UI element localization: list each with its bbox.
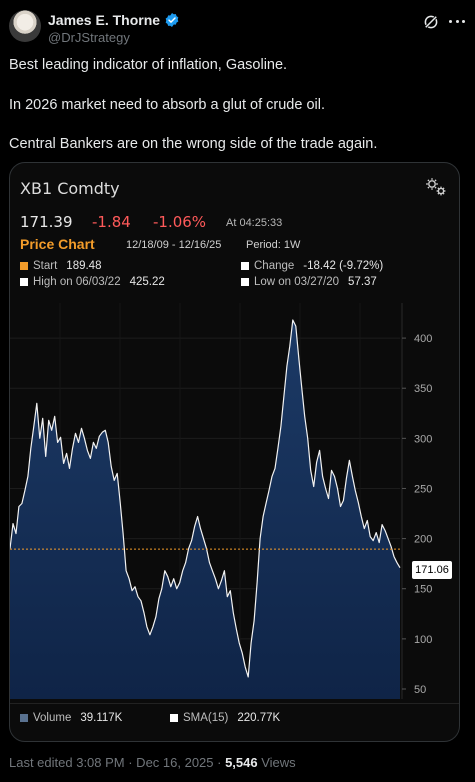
price-chart-label: Price Chart — [20, 236, 95, 252]
grok-icon[interactable] — [422, 13, 440, 31]
sma-label: SMA(15) — [183, 712, 229, 724]
volume-divider — [10, 703, 459, 704]
author-handle[interactable]: @DrJStrategy — [48, 30, 130, 45]
views-count: 5,546 — [225, 755, 258, 770]
quote-time: At 04:25:33 — [226, 217, 283, 229]
y-tick-label: 350 — [414, 383, 432, 395]
y-tick-label: 200 — [414, 534, 432, 546]
last-price-tag: 171.06 — [412, 561, 452, 579]
sma-stat: SMA(15) 220.77K — [170, 712, 280, 724]
tweet-text-line-1: Best leading indicator of inflation, Gas… — [9, 57, 288, 73]
low-marker-icon — [241, 278, 249, 286]
author-row: James E. Thorne — [48, 12, 180, 28]
change-marker-icon — [241, 262, 249, 270]
price-line — [10, 319, 401, 678]
start-label: Start — [33, 260, 58, 272]
price-chart: 50 100 150 200 250 300 350 400 — [10, 303, 459, 704]
start-stat: Start 189.48 — [20, 260, 101, 272]
low-label: Low on 03/27/20 — [254, 276, 340, 288]
author-name[interactable]: James E. Thorne — [48, 12, 161, 28]
start-value: 189.48 — [66, 260, 102, 272]
volume-label: Volume — [33, 712, 72, 724]
y-tick-label: 100 — [414, 634, 432, 646]
chart-image-card[interactable]: 50 100 150 200 250 300 350 400 XB1 Comdty 171.3… — [9, 162, 460, 742]
high-marker-icon — [20, 278, 28, 286]
price-change: -1.84 — [92, 213, 131, 231]
sma-value: 220.77K — [237, 712, 281, 724]
y-tick-label: 50 — [414, 684, 426, 696]
last-price: 171.39 — [20, 213, 73, 231]
change-value: -18.42 (-9.72%) — [303, 260, 384, 272]
tweet-meta: Last edited 3:08 PM · Dec 16, 2025 · 5,5… — [9, 755, 296, 770]
change-stat: Change -18.42 (-9.72%) — [241, 260, 383, 272]
y-tick-label: 150 — [414, 584, 432, 596]
high-stat: High on 06/03/22 425.22 — [20, 276, 165, 288]
settings-gear-icon — [426, 178, 446, 196]
start-marker-icon — [20, 262, 28, 270]
period-label: Period: 1W — [246, 239, 301, 251]
views-label: Views — [257, 755, 296, 770]
volume-value: 39.117K — [80, 712, 123, 724]
high-label: High on 06/03/22 — [33, 276, 121, 288]
volume-stat: Volume 39.117K — [20, 712, 122, 724]
y-tick-label: 250 — [414, 483, 432, 495]
volume-marker-icon — [20, 714, 28, 722]
price-area — [10, 320, 400, 699]
more-options-icon[interactable] — [449, 20, 465, 24]
ticker-title: XB1 Comdty — [20, 179, 120, 198]
y-tick-label: 400 — [414, 333, 432, 345]
change-label: Change — [254, 260, 295, 272]
y-tick-label: 300 — [414, 433, 432, 445]
tweet-text-line-2: In 2026 market need to absorb a glut of … — [9, 97, 325, 113]
low-value: 57.37 — [348, 276, 377, 288]
high-value: 425.22 — [129, 276, 165, 288]
avatar[interactable] — [9, 10, 41, 42]
price-change-percent: -1.06% — [153, 213, 207, 231]
tweet-text-line-3: Central Bankers are on the wrong side of… — [9, 136, 378, 152]
sma-marker-icon — [170, 714, 178, 722]
date-range: 12/18/09 - 12/16/25 — [126, 239, 222, 251]
edited-timestamp[interactable]: Last edited 3:08 PM · Dec 16, 2025 · — [9, 755, 226, 770]
verified-badge-icon — [165, 13, 179, 27]
low-stat: Low on 03/27/20 57.37 — [241, 276, 377, 288]
